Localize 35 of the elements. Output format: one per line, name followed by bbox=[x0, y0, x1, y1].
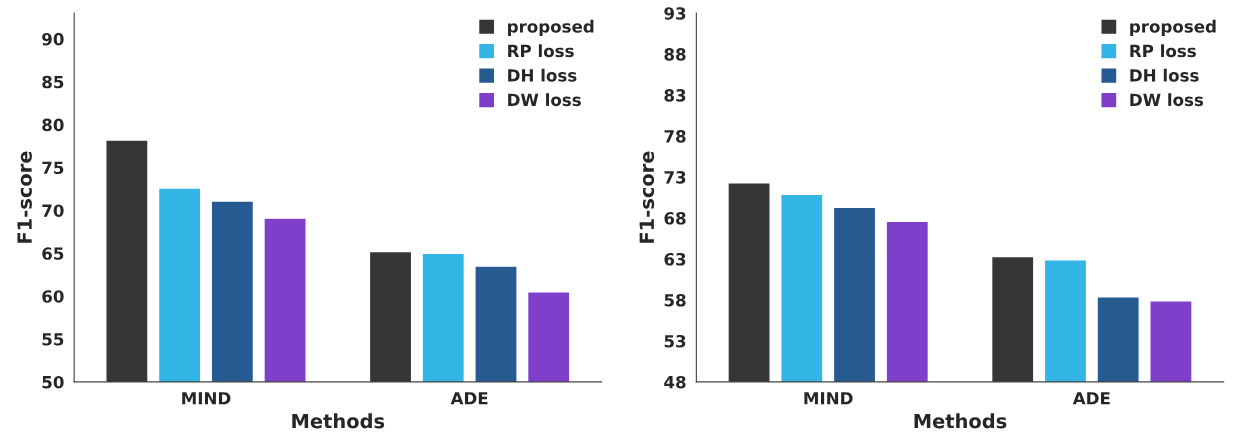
legend-label: proposed bbox=[508, 19, 594, 36]
y-tick-label: 75 bbox=[42, 161, 64, 175]
legend-label: DW loss bbox=[508, 93, 581, 107]
legend-label: DW loss bbox=[1130, 93, 1204, 107]
legend-label: DH loss bbox=[508, 68, 577, 82]
y-axis-title: F1-score bbox=[639, 151, 655, 243]
y-tick-label: 60 bbox=[42, 290, 64, 303]
x-tick-label: MIND bbox=[182, 392, 231, 405]
x-axis-title: Methods bbox=[292, 413, 385, 429]
y-tick-label: 73 bbox=[664, 171, 686, 184]
y-tick-label: 93 bbox=[664, 7, 686, 20]
legend-label: RP loss bbox=[508, 44, 574, 58]
x-tick-label: ADE bbox=[1072, 392, 1110, 405]
y-tick-label: 68 bbox=[664, 212, 686, 225]
y-tick-label: 63 bbox=[664, 252, 686, 266]
legend-label: RP loss bbox=[1130, 44, 1196, 58]
y-axis-title: F1-score bbox=[17, 151, 32, 243]
y-tick-label: 83 bbox=[664, 89, 686, 102]
x-tick-label: ADE bbox=[450, 392, 488, 405]
x-axis-title: Methods bbox=[914, 413, 1007, 429]
y-tick-label: 88 bbox=[664, 48, 686, 61]
legend-label: proposed bbox=[1130, 19, 1216, 36]
y-tick-label: 70 bbox=[42, 204, 64, 217]
y-tick-label: 55 bbox=[42, 333, 64, 346]
y-tick-label: 85 bbox=[42, 75, 64, 89]
y-tick-label: 48 bbox=[664, 375, 686, 389]
y-tick-label: 90 bbox=[42, 32, 64, 46]
y-tick-label: 78 bbox=[664, 130, 686, 143]
y-tick-label: 80 bbox=[42, 118, 64, 132]
y-tick-label: 58 bbox=[664, 293, 686, 307]
x-tick-label: MIND bbox=[804, 392, 853, 405]
y-tick-label: 65 bbox=[42, 247, 64, 260]
y-tick-label: 50 bbox=[42, 375, 64, 389]
legend-label: DH loss bbox=[1130, 68, 1199, 82]
y-tick-label: 53 bbox=[664, 334, 686, 348]
